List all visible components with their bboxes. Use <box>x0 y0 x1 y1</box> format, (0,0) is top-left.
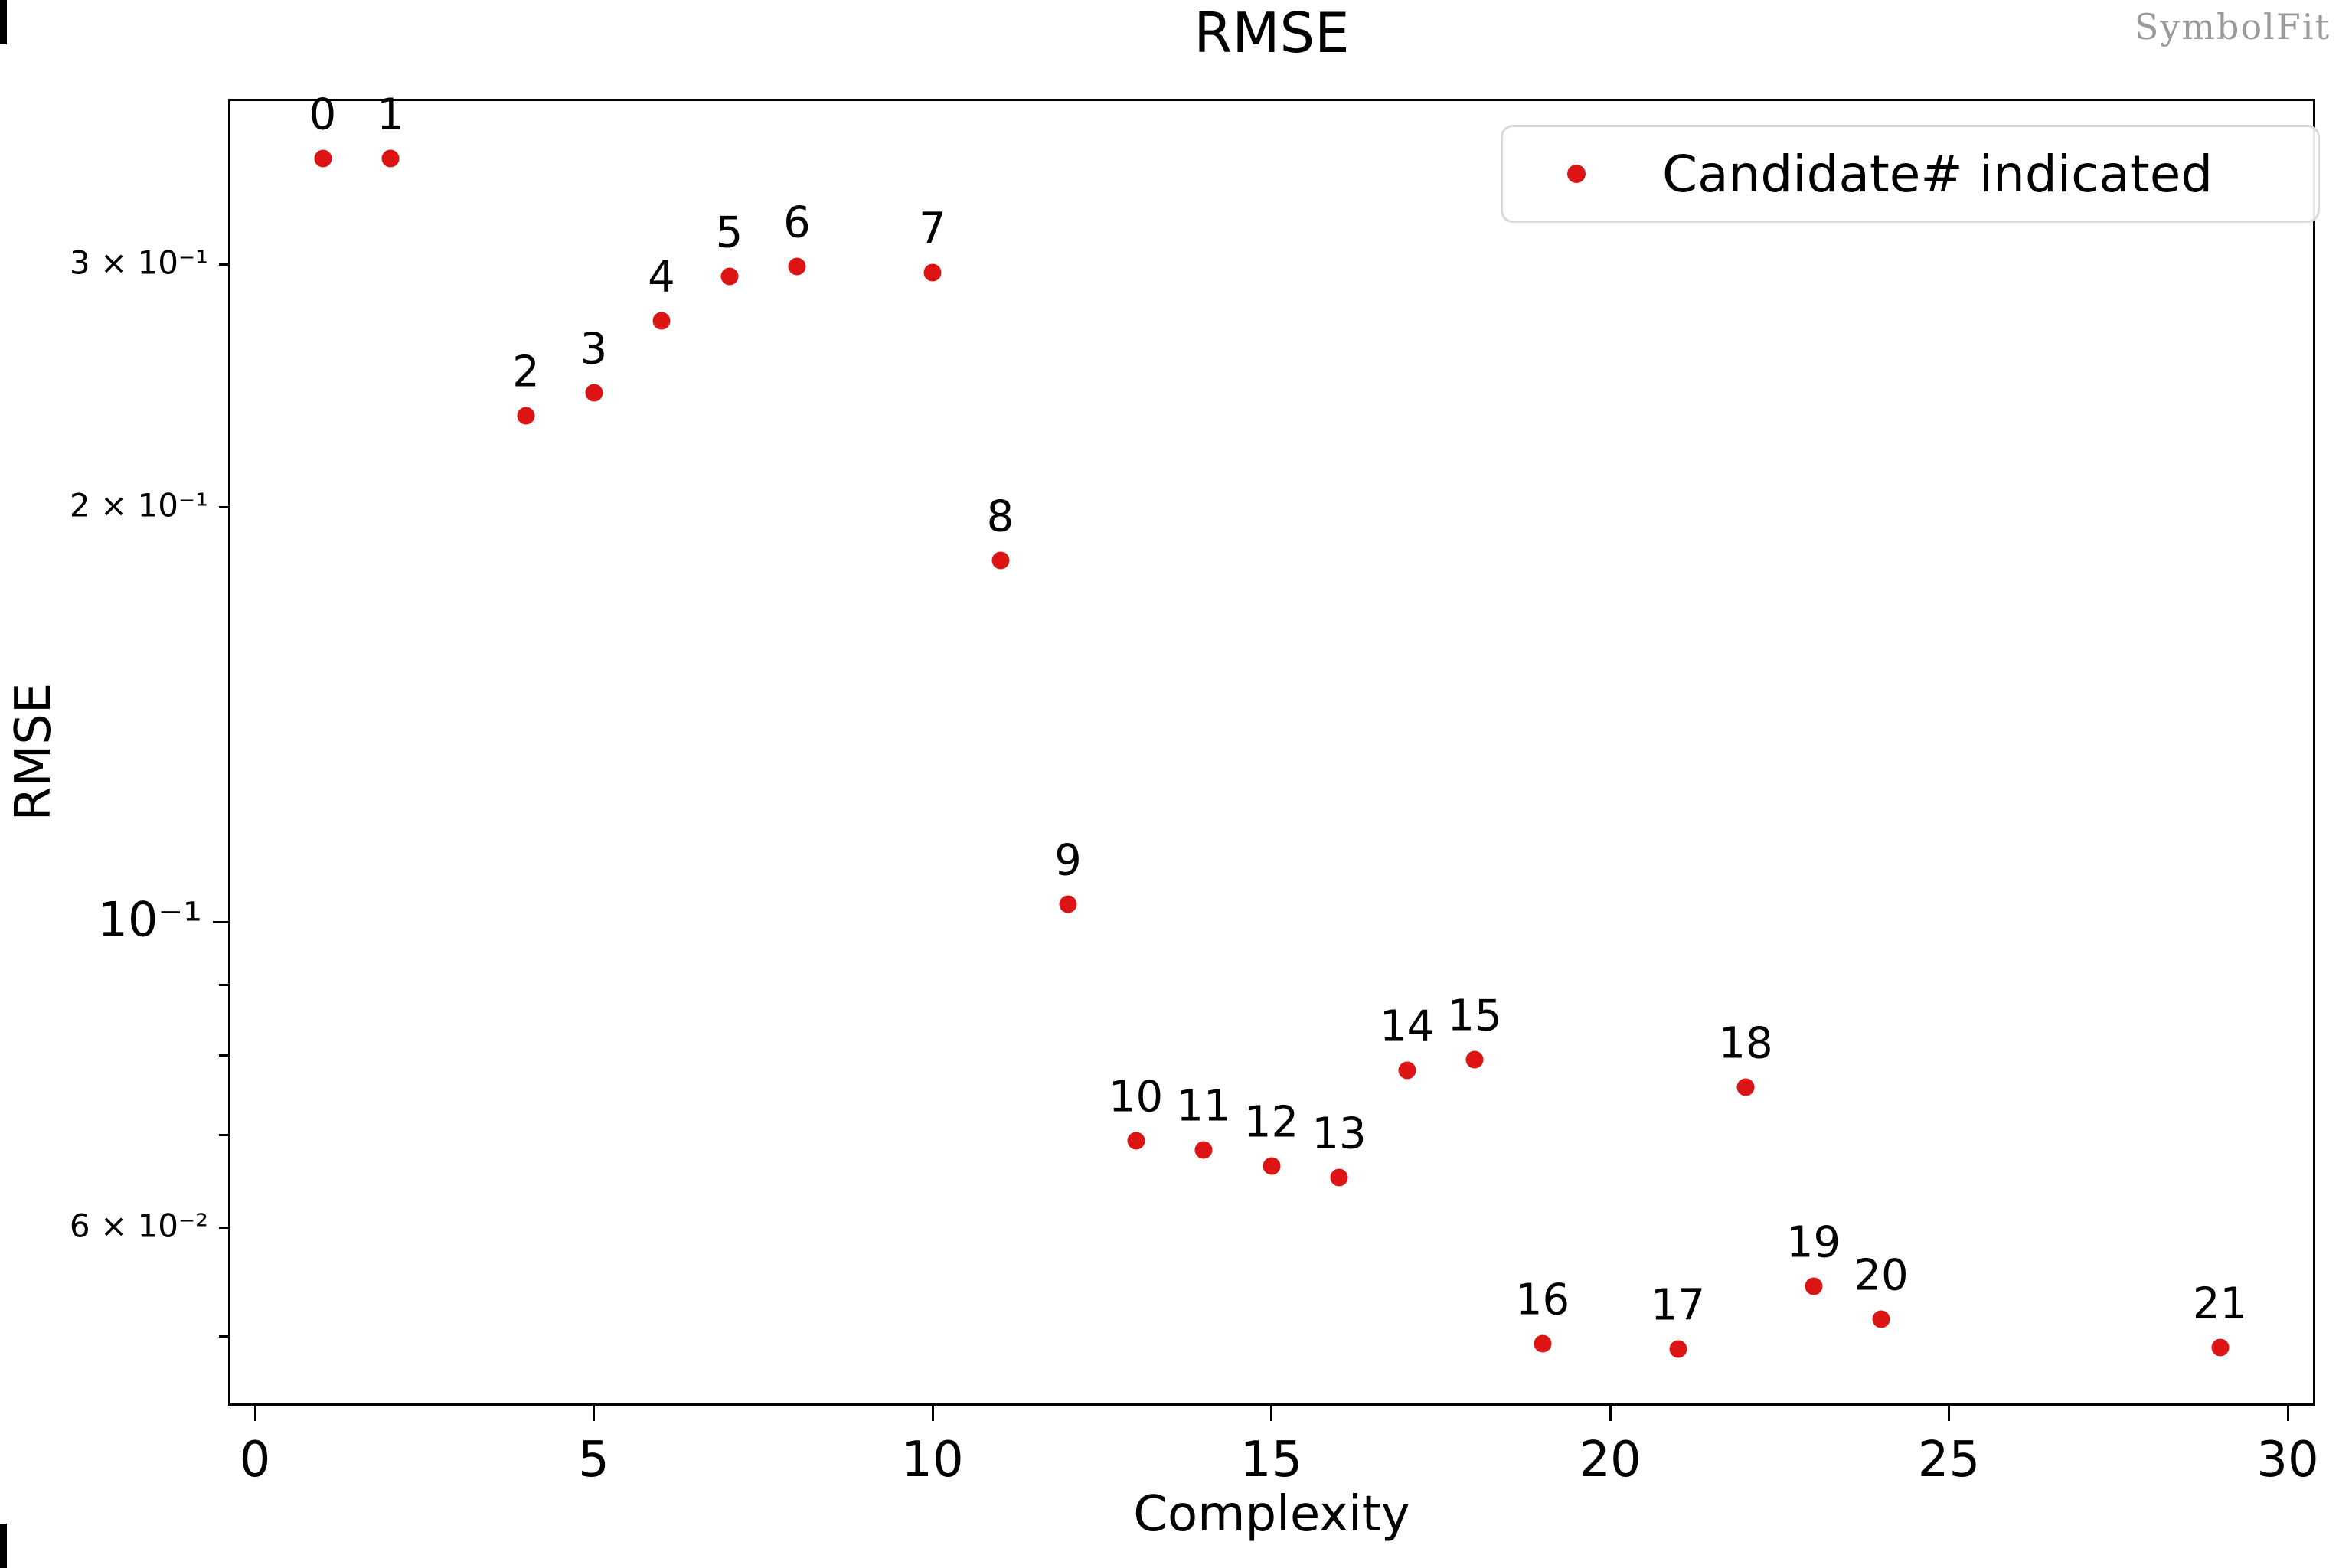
x-tick-label: 15 <box>1240 1432 1303 1488</box>
x-tick-label: 0 <box>239 1432 271 1488</box>
x-tick-label: 10 <box>901 1432 964 1488</box>
y-tick-mark-minor <box>219 1134 228 1137</box>
data-point <box>923 263 942 282</box>
data-point-label: 17 <box>1650 1280 1706 1331</box>
data-point-label: 12 <box>1243 1097 1299 1148</box>
x-tick-label: 5 <box>578 1432 609 1488</box>
data-point-label: 2 <box>512 347 540 397</box>
plot-area <box>228 99 2315 1406</box>
data-point-label: 20 <box>1854 1250 1909 1301</box>
x-tick-mark <box>593 1406 595 1421</box>
data-point <box>1736 1078 1755 1096</box>
data-point <box>381 149 400 168</box>
data-point-label: 7 <box>919 204 946 254</box>
data-point <box>1059 895 1077 913</box>
data-point <box>720 267 738 286</box>
data-point <box>1465 1050 1484 1069</box>
x-axis-label: Complexity <box>1133 1486 1410 1543</box>
y-tick-mark-major <box>213 920 228 923</box>
y-axis-label: RMSE <box>5 682 62 822</box>
data-point <box>1194 1141 1213 1159</box>
screen-edge-artifact-top <box>0 0 7 44</box>
data-point-label: 18 <box>1718 1018 1773 1069</box>
data-point-label: 21 <box>2192 1279 2248 1329</box>
legend-marker-icon <box>1567 165 1586 183</box>
data-point <box>1805 1277 1822 1295</box>
y-tick-label-major: 10⁻¹ <box>97 891 202 948</box>
data-point <box>2211 1338 2229 1357</box>
data-point <box>1669 1340 1687 1358</box>
data-point-label: 15 <box>1447 991 1502 1041</box>
data-point <box>517 407 535 425</box>
data-point-label: 11 <box>1176 1081 1231 1132</box>
x-tick-label: 30 <box>2256 1432 2319 1488</box>
x-tick-mark <box>2286 1406 2289 1421</box>
data-point-label: 14 <box>1379 1001 1435 1052</box>
y-tick-mark-minor <box>219 1054 228 1057</box>
chart-title: RMSE <box>1194 1 1350 65</box>
y-tick-label-minor: 2 × 10⁻¹ <box>69 486 208 524</box>
data-point-label: 5 <box>715 207 743 258</box>
data-point <box>1127 1132 1145 1150</box>
data-point-label: 3 <box>580 324 608 374</box>
data-point <box>652 312 671 330</box>
data-point-label: 13 <box>1312 1109 1367 1159</box>
y-tick-mark-minor <box>219 1226 228 1229</box>
y-tick-mark-minor <box>219 263 228 266</box>
screen-edge-artifact-bottom <box>0 1524 7 1568</box>
x-tick-mark <box>931 1406 934 1421</box>
x-tick-label: 25 <box>1917 1432 1981 1488</box>
data-point <box>991 551 1009 570</box>
x-tick-label: 20 <box>1579 1432 1642 1488</box>
data-point <box>1330 1168 1348 1187</box>
data-point <box>1872 1310 1890 1328</box>
data-point-label: 16 <box>1514 1275 1570 1325</box>
x-tick-mark <box>1948 1406 1950 1421</box>
data-point <box>788 257 806 276</box>
data-point-label: 6 <box>783 198 811 248</box>
y-tick-label-minor: 6 × 10⁻² <box>69 1207 208 1245</box>
y-tick-label-minor: 3 × 10⁻¹ <box>69 243 208 282</box>
data-point-label: 10 <box>1108 1072 1164 1122</box>
watermark: SymbolFit <box>2134 6 2331 47</box>
data-point-label: 9 <box>1054 835 1082 886</box>
y-tick-mark-minor <box>219 505 228 508</box>
data-point-label: 4 <box>648 252 675 302</box>
data-point-label: 0 <box>309 90 337 140</box>
data-point <box>314 149 332 168</box>
data-point <box>1263 1157 1280 1175</box>
data-point-label: 1 <box>377 90 404 140</box>
data-point <box>585 384 603 402</box>
x-tick-mark <box>1270 1406 1272 1421</box>
legend: Candidate# indicated <box>1501 125 2320 223</box>
data-point-label: 19 <box>1785 1217 1841 1268</box>
data-point <box>1398 1061 1416 1080</box>
legend-label: Candidate# indicated <box>1662 144 2213 204</box>
data-point-label: 8 <box>986 492 1014 542</box>
x-tick-mark <box>1609 1406 1612 1421</box>
y-tick-mark-minor <box>219 983 228 986</box>
y-tick-mark-minor <box>219 1335 228 1338</box>
x-tick-mark <box>253 1406 256 1421</box>
data-point <box>1534 1334 1551 1353</box>
